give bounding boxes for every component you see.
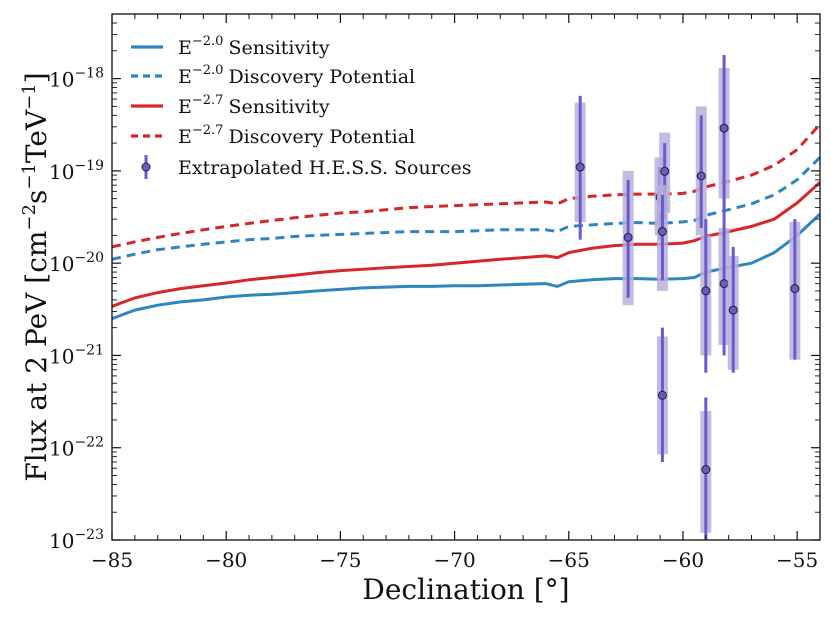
- y-tick-label: 10−20: [49, 250, 104, 276]
- hess-source-11: [727, 246, 739, 373]
- hess-source-5: [656, 327, 668, 463]
- plot-frame: [111, 13, 821, 541]
- y-label-s: s: [20, 190, 53, 204]
- y-tick-label: 10−19: [49, 158, 104, 184]
- hess-source-10: [718, 219, 730, 356]
- hess-source-7: [700, 219, 712, 373]
- hess-source-point: [719, 123, 729, 133]
- legend-label-e27-sensitivity: E−2.7 Sensitivity: [178, 93, 330, 118]
- x-tick-label: −65: [548, 548, 590, 572]
- x-axis-label: Declination [°]: [362, 573, 569, 606]
- hess-source-point: [696, 171, 706, 181]
- hess-source-point: [623, 232, 633, 242]
- x-tick-label: −60: [662, 548, 704, 572]
- legend-label-e27-discovery: E−2.7 Discovery Potential: [178, 123, 415, 148]
- y-tick-label: 10−18: [49, 66, 104, 92]
- hess-source-point: [575, 162, 585, 172]
- series-line-3: [112, 123, 820, 249]
- hess-source-0: [574, 95, 586, 240]
- legend-label-e20-sensitivity: E−2.0 Sensitivity: [178, 34, 330, 59]
- hess-source-6: [695, 106, 707, 236]
- y-label-main: Flux at 2 PeV [cm: [20, 231, 53, 482]
- legend-label-hess-sources: Extrapolated H.E.S.S. Sources: [178, 157, 471, 179]
- y-label-close: ]: [20, 72, 53, 83]
- x-tick-label: −85: [91, 548, 133, 572]
- hess-source-point: [790, 284, 800, 294]
- x-tick-label: −55: [776, 548, 818, 572]
- hess-source-1: [622, 170, 634, 306]
- legend: E−2.0 Sensitivity E−2.0 Discovery Potentia…: [131, 34, 471, 179]
- y-tick-label: 10−23: [49, 527, 104, 553]
- hess-source-9: [718, 55, 730, 220]
- y-axis-label: Flux at 2 PeV [cm−2s−1TeV−1]: [19, 72, 53, 481]
- y-label-exp-cm: −2: [19, 204, 40, 231]
- y-label-tev: TeV: [20, 109, 53, 163]
- y-tick-label: 10−21: [49, 342, 104, 368]
- hess-source-point: [701, 286, 711, 296]
- hess-source-point: [657, 227, 667, 237]
- legend-label-e20-discovery: E−2.0 Discovery Potential: [178, 63, 415, 88]
- hess-source-point: [728, 305, 738, 315]
- hess-source-point: [719, 279, 729, 289]
- hess-source-point: [660, 166, 670, 176]
- x-tick-label: −75: [319, 548, 361, 572]
- y-label-exp-s: −1: [19, 163, 40, 190]
- hess-source-point: [657, 390, 667, 400]
- hess-source-4: [656, 185, 668, 291]
- x-tick-label: −70: [433, 548, 475, 572]
- series-line-2: [112, 181, 820, 308]
- hess-source-point: [701, 465, 711, 475]
- x-tick-label: −80: [205, 548, 247, 572]
- hess-source-12: [789, 219, 801, 360]
- series-line-0: [112, 213, 820, 321]
- y-tick-label: 10−22: [49, 435, 104, 461]
- legend-swatch-hess-sources: [141, 155, 151, 179]
- hess-source-8: [700, 397, 712, 540]
- y-label-exp-tev: −1: [19, 83, 40, 110]
